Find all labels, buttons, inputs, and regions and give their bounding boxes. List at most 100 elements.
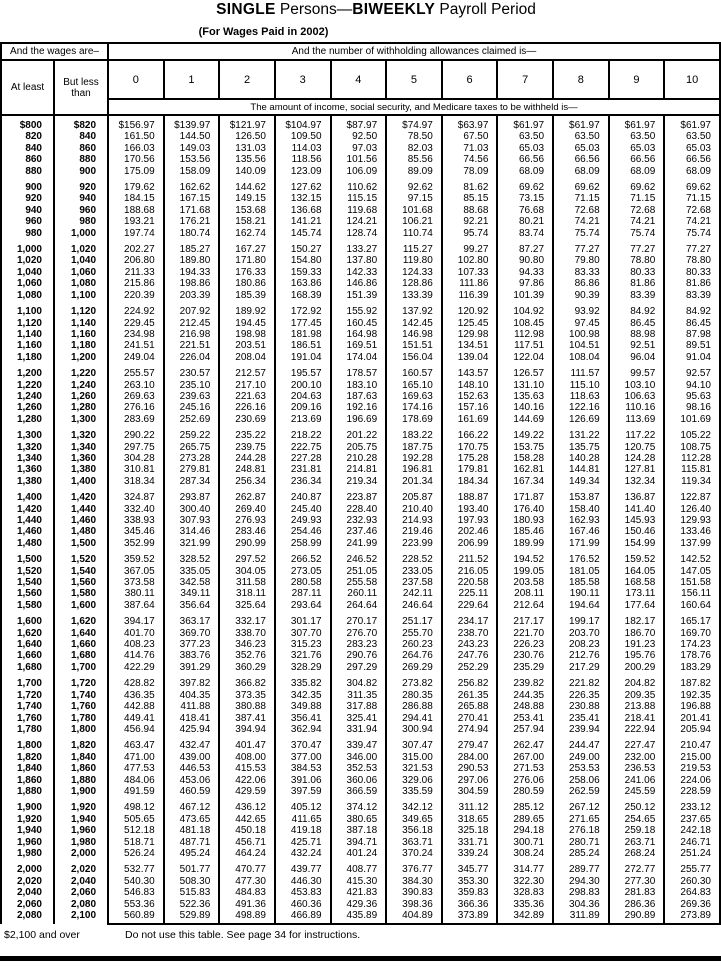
tax-amount-cell: 150.46 (607, 526, 666, 538)
gap-cell (218, 239, 276, 245)
tax-amount-cell: 165.17 (663, 616, 721, 628)
tax-amount-cell: 80.33 (607, 266, 666, 279)
gap-cell (329, 115, 388, 120)
tax-amount-cell: 183.22 (385, 430, 443, 442)
tax-amount-cell: 207.92 (162, 306, 221, 318)
tax-amount-cell: 429.36 (329, 898, 388, 910)
gap-cell (607, 115, 666, 120)
tax-amount-cell: 276.70 (329, 627, 388, 640)
gap-cell (273, 549, 332, 555)
tax-amount-cell: 286.88 (385, 701, 443, 713)
tax-amount-cell: 177.64 (607, 599, 666, 612)
tax-amount-cell: 463.47 (107, 740, 165, 752)
but-less-cell: 1,660 (52, 639, 110, 651)
tax-amount-cell: 214.93 (385, 515, 443, 527)
tax-amount-cell: 228.59 (663, 785, 721, 798)
tax-amount-cell: $121.97 (218, 120, 276, 132)
over-limit-instruction: Do not use this table. See page 34 for i… (125, 929, 361, 941)
gap-cell (385, 425, 443, 431)
tax-amount-cell: 167.34 (496, 475, 555, 488)
but-less-cell: 2,100 (52, 910, 110, 922)
tax-amount-cell: 356.64 (162, 599, 221, 612)
gap-cell (385, 239, 443, 245)
tax-amount-cell: 115.81 (663, 464, 721, 476)
tax-amount-cell: 133.46 (663, 526, 721, 538)
at-least-cell: 1,780 (0, 723, 55, 736)
tax-amount-cell: 411.88 (162, 701, 221, 713)
at-least-cell: 1,340 (0, 452, 55, 465)
title-mid: Persons— (275, 1, 353, 18)
tax-amount-cell: 221.82 (552, 678, 610, 690)
tax-amount-cell: 367.05 (107, 565, 165, 578)
tax-amount-cell: 65.03 (552, 142, 610, 155)
tax-amount-cell: 293.87 (162, 492, 221, 504)
tax-amount-cell: 218.41 (607, 712, 666, 724)
tax-amount-cell: 125.45 (440, 317, 499, 329)
tax-amount-cell: 131.03 (218, 142, 276, 155)
tax-amount-cell: 194.52 (496, 554, 555, 566)
tax-amount-cell: 210.47 (663, 740, 721, 752)
tax-amount-cell: 217.17 (496, 616, 555, 628)
tax-amount-cell: 273.28 (162, 452, 221, 465)
tax-amount-cell: 266.52 (273, 554, 332, 566)
but-less-cell: 2,080 (52, 898, 110, 910)
gap-cell (496, 673, 555, 679)
gap-cell (663, 797, 721, 803)
gap-cell (107, 425, 165, 431)
tax-amount-cell: 195.57 (273, 368, 332, 380)
gap-cell (329, 177, 388, 183)
but-less-cell: 1,760 (52, 701, 110, 713)
tax-amount-cell: 373.58 (107, 577, 165, 589)
tax-amount-cell: 260.11 (329, 588, 388, 600)
tax-amount-cell: 144.50 (162, 131, 221, 143)
at-least-cell: 820 (0, 131, 55, 143)
allowance-col-header-2: 2 (218, 59, 276, 100)
at-least-cell: 1,160 (0, 340, 55, 352)
tax-amount-cell: 338.70 (218, 627, 276, 640)
gap-cell (0, 301, 55, 307)
tax-amount-cell: 124.28 (607, 452, 666, 465)
gap-cell (385, 735, 443, 741)
tax-amount-cell: 171.87 (496, 492, 555, 504)
tax-amount-cell: 97.86 (496, 278, 555, 290)
bottom-cell (329, 921, 388, 926)
at-least-cell: 1,300 (0, 430, 55, 442)
but-less-cell: 1,160 (52, 328, 110, 341)
group-gap (0, 735, 721, 741)
but-less-cell: 1,260 (52, 390, 110, 403)
gap-cell (385, 363, 443, 369)
gap-cell (440, 797, 499, 803)
tax-amount-cell: 498.89 (218, 910, 276, 922)
tax-amount-cell: 404.89 (385, 910, 443, 922)
tax-amount-cell: 383.76 (162, 650, 221, 662)
tax-amount-cell: 328.83 (496, 887, 555, 899)
table-row: 1,880 1,900 491.59 460.59 429.59 397.59 366.59… (0, 785, 721, 798)
tax-amount-cell: 235.41 (552, 712, 610, 724)
tax-amount-cell: 196.69 (329, 413, 388, 426)
tax-amount-cell: 442.65 (218, 813, 276, 826)
tax-amount-cell: 220.39 (107, 289, 165, 302)
tax-amount-cell: 300.94 (385, 723, 443, 736)
tax-amount-cell: 159.33 (273, 266, 332, 279)
tax-amount-cell: 307.93 (162, 515, 221, 527)
tax-amount-cell: 87.27 (496, 244, 555, 256)
tax-amount-cell: 67.50 (440, 131, 499, 143)
tax-amount-cell: 134.51 (440, 340, 499, 352)
tax-amount-cell: 257.94 (496, 723, 555, 736)
gap-cell (162, 425, 221, 431)
tax-amount-cell: 471.00 (107, 751, 165, 764)
tax-amount-cell: 442.88 (107, 701, 165, 713)
gap-cell (496, 487, 555, 493)
tax-amount-cell: 184.15 (107, 193, 165, 205)
gap-cell (552, 301, 610, 307)
gap-cell (440, 859, 499, 865)
tax-amount-cell: 140.09 (218, 165, 276, 178)
tax-amount-cell: 202.46 (440, 526, 499, 538)
tax-amount-cell: 103.10 (607, 379, 666, 391)
tax-amount-cell: 214.81 (329, 464, 388, 476)
tax-amount-cell: 85.56 (385, 154, 443, 166)
table-row: 1,460 1,480 345.46 314.46 283.46 254.46 237.46… (0, 526, 721, 538)
tax-amount-cell: 346.00 (329, 751, 388, 764)
tax-amount-cell: 137.99 (663, 537, 721, 550)
tax-amount-cell: 200.10 (273, 379, 332, 391)
